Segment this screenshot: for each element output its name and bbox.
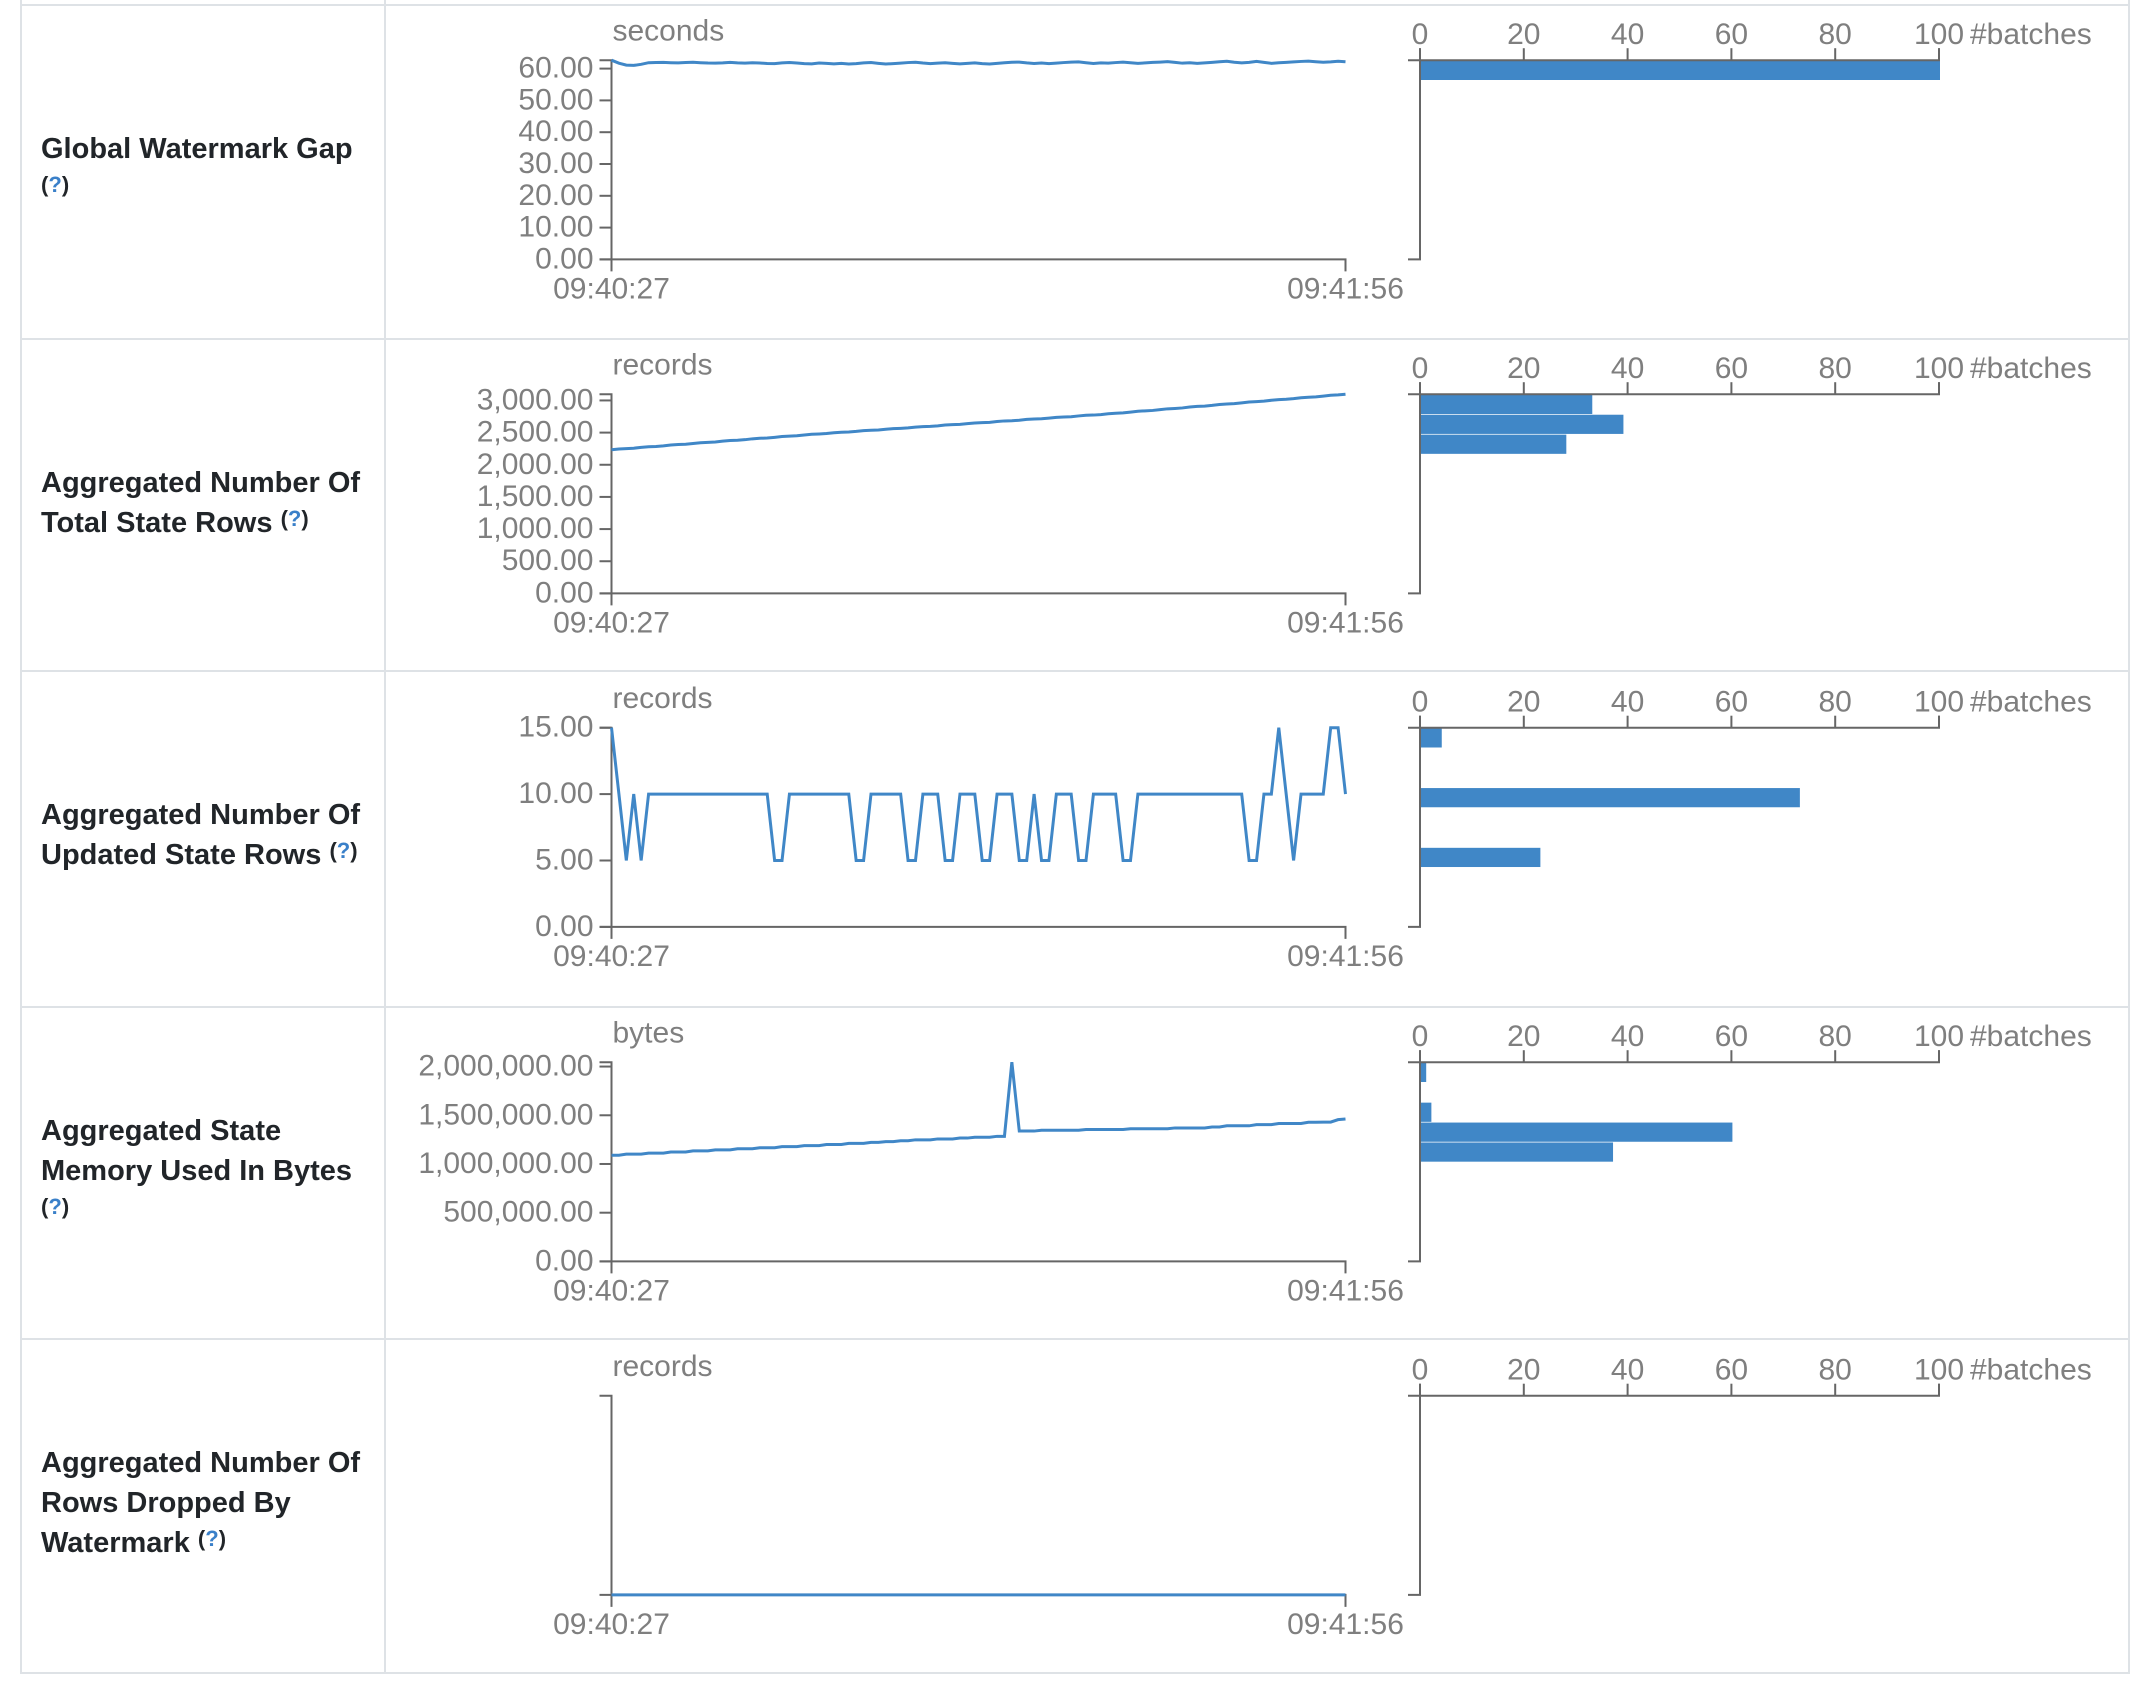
svg-text:20: 20 xyxy=(1507,352,1540,385)
svg-text:#batches: #batches xyxy=(1970,686,2092,719)
svg-text:09:41:56: 09:41:56 xyxy=(1287,606,1404,639)
svg-text:09:40:27: 09:40:27 xyxy=(553,272,670,305)
svg-text:2,000.00: 2,000.00 xyxy=(477,448,594,481)
svg-text:80: 80 xyxy=(1819,352,1852,385)
svg-text:records: records xyxy=(613,1350,713,1383)
svg-text:1,000,000.00: 1,000,000.00 xyxy=(418,1147,593,1180)
svg-text:80: 80 xyxy=(1819,1354,1852,1387)
svg-text:1,500.00: 1,500.00 xyxy=(477,480,594,513)
svg-text:10.00: 10.00 xyxy=(518,211,593,244)
svg-text:09:41:56: 09:41:56 xyxy=(1287,1274,1404,1307)
svg-text:0.00: 0.00 xyxy=(535,910,593,943)
svg-text:20: 20 xyxy=(1507,1020,1540,1053)
svg-text:records: records xyxy=(613,682,713,715)
svg-text:60.00: 60.00 xyxy=(518,52,593,85)
svg-text:15.00: 15.00 xyxy=(518,711,593,744)
svg-text:50.00: 50.00 xyxy=(518,83,593,116)
svg-text:09:40:27: 09:40:27 xyxy=(553,606,670,639)
svg-text:09:40:27: 09:40:27 xyxy=(553,1608,670,1641)
svg-text:#batches: #batches xyxy=(1970,1354,2092,1387)
svg-text:0: 0 xyxy=(1412,18,1429,51)
svg-text:40: 40 xyxy=(1611,352,1644,385)
svg-text:1,000.00: 1,000.00 xyxy=(477,512,594,545)
svg-text:40: 40 xyxy=(1611,686,1644,719)
svg-text:20: 20 xyxy=(1507,686,1540,719)
svg-text:60: 60 xyxy=(1715,1020,1748,1053)
svg-text:60: 60 xyxy=(1715,1354,1748,1387)
svg-text:500,000.00: 500,000.00 xyxy=(443,1196,593,1229)
svg-text:seconds: seconds xyxy=(613,15,725,48)
svg-text:#batches: #batches xyxy=(1970,352,2092,385)
svg-text:100: 100 xyxy=(1914,1354,1964,1387)
svg-text:#batches: #batches xyxy=(1970,1020,2092,1053)
svg-text:20: 20 xyxy=(1507,18,1540,51)
svg-text:60: 60 xyxy=(1715,18,1748,51)
svg-text:09:40:27: 09:40:27 xyxy=(553,940,670,973)
svg-text:3,000.00: 3,000.00 xyxy=(477,383,594,416)
svg-text:100: 100 xyxy=(1914,686,1964,719)
svg-text:30.00: 30.00 xyxy=(518,147,593,180)
svg-text:40: 40 xyxy=(1611,1354,1644,1387)
svg-text:2,500.00: 2,500.00 xyxy=(477,416,594,449)
svg-text:1,500,000.00: 1,500,000.00 xyxy=(418,1098,593,1131)
svg-text:records: records xyxy=(613,349,713,382)
svg-text:60: 60 xyxy=(1715,352,1748,385)
svg-text:40: 40 xyxy=(1611,18,1644,51)
svg-text:80: 80 xyxy=(1819,18,1852,51)
svg-text:100: 100 xyxy=(1914,1020,1964,1053)
svg-text:0: 0 xyxy=(1412,686,1429,719)
svg-text:09:41:56: 09:41:56 xyxy=(1287,272,1404,305)
svg-text:2,000,000.00: 2,000,000.00 xyxy=(418,1050,593,1083)
svg-text:60: 60 xyxy=(1715,686,1748,719)
svg-text:20.00: 20.00 xyxy=(518,179,593,212)
svg-text:80: 80 xyxy=(1819,1020,1852,1053)
svg-text:0.00: 0.00 xyxy=(535,242,593,275)
svg-text:09:41:56: 09:41:56 xyxy=(1287,940,1404,973)
svg-text:100: 100 xyxy=(1914,352,1964,385)
svg-text:5.00: 5.00 xyxy=(535,844,593,877)
svg-text:#batches: #batches xyxy=(1970,18,2092,51)
svg-text:0: 0 xyxy=(1412,1354,1429,1387)
svg-text:09:40:27: 09:40:27 xyxy=(553,1274,670,1307)
svg-text:09:41:56: 09:41:56 xyxy=(1287,1608,1404,1641)
svg-text:0.00: 0.00 xyxy=(535,576,593,609)
svg-text:20: 20 xyxy=(1507,1354,1540,1387)
svg-text:0.00: 0.00 xyxy=(535,1244,593,1277)
svg-text:500.00: 500.00 xyxy=(502,544,594,577)
svg-text:0: 0 xyxy=(1412,352,1429,385)
svg-text:40: 40 xyxy=(1611,1020,1644,1053)
svg-text:bytes: bytes xyxy=(613,1017,685,1050)
svg-text:10.00: 10.00 xyxy=(518,777,593,810)
svg-text:80: 80 xyxy=(1819,686,1852,719)
svg-text:0: 0 xyxy=(1412,1020,1429,1053)
svg-text:100: 100 xyxy=(1914,18,1964,51)
svg-text:40.00: 40.00 xyxy=(518,115,593,148)
